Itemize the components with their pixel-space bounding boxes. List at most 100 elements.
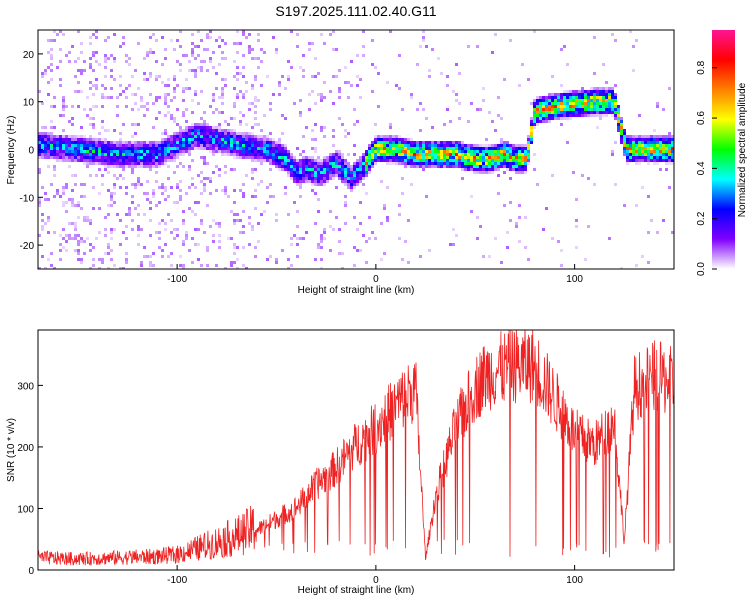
heatmap-cell (452, 228, 455, 231)
heatmap-cell (113, 201, 116, 204)
heatmap-cell (347, 165, 350, 168)
heatmap-cell (167, 105, 170, 108)
heatmap-cell (617, 129, 620, 132)
heatmap-cell (593, 36, 596, 39)
heatmap-cell (164, 150, 167, 153)
heatmap-cell (209, 36, 212, 39)
heatmap-cell (149, 159, 152, 162)
heatmap-cell (239, 147, 242, 150)
heatmap-cell (518, 147, 521, 150)
heatmap-cell (233, 252, 236, 255)
heatmap-cell (221, 144, 224, 147)
heatmap-cell (479, 168, 482, 171)
heatmap-cell (362, 153, 365, 156)
heatmap-cell (614, 105, 617, 108)
heatmap-cell (389, 153, 392, 156)
colorbar-gradient (712, 30, 735, 269)
heatmap-cell (251, 168, 254, 171)
heatmap-cell (551, 75, 554, 78)
heatmap-cell (437, 156, 440, 159)
heatmap-cell (146, 108, 149, 111)
heatmap-cell (566, 141, 569, 144)
heatmap-cell (458, 162, 461, 165)
heatmap-cell (47, 51, 50, 54)
figure-title: S197.2025.111.02.40.G11 (275, 3, 436, 19)
heatmap-cell (341, 171, 344, 174)
heatmap-cell (422, 141, 425, 144)
heatmap-cell (116, 144, 119, 147)
heatmap-cell (239, 138, 242, 141)
heatmap-cell (182, 111, 185, 114)
heatmap-cell (53, 126, 56, 129)
heatmap-cell (143, 159, 146, 162)
heatmap-cell (305, 162, 308, 165)
heatmap-cell (194, 126, 197, 129)
heatmap-cell (188, 186, 191, 189)
heatmap-cell (161, 141, 164, 144)
heatmap-cell (164, 144, 167, 147)
heatmap-cell (242, 192, 245, 195)
heatmap-cell (44, 150, 47, 153)
heatmap-cell (668, 135, 671, 138)
heatmap-cell (656, 231, 659, 234)
heatmap-cell (347, 174, 350, 177)
heatmap-cell (335, 174, 338, 177)
heatmap-cell (77, 150, 80, 153)
heatmap-cell (185, 192, 188, 195)
heatmap-cell (323, 228, 326, 231)
heatmap-cell (314, 192, 317, 195)
heatmap-cell (260, 147, 263, 150)
heatmap-cell (635, 264, 638, 267)
heatmap-cell (554, 105, 557, 108)
heatmap-cell (218, 222, 221, 225)
heatmap-cell (173, 228, 176, 231)
heatmap-cell (260, 144, 263, 147)
heatmap-cell (164, 228, 167, 231)
heatmap-cell (152, 153, 155, 156)
heatmap-cell (596, 102, 599, 105)
heatmap-cell (113, 159, 116, 162)
heatmap-cell (569, 117, 572, 120)
heatmap-cell (494, 144, 497, 147)
heatmap-cell (335, 171, 338, 174)
heatmap-cell (338, 228, 341, 231)
heatmap-cell (443, 162, 446, 165)
heatmap-cell (104, 156, 107, 159)
heatmap-cell (470, 168, 473, 171)
heatmap-cell (488, 162, 491, 165)
heatmap-cell (437, 162, 440, 165)
heatmap-cell (80, 135, 83, 138)
heatmap-cell (218, 144, 221, 147)
heatmap-cell (41, 126, 44, 129)
heatmap-cell (194, 75, 197, 78)
heatmap-cell (137, 225, 140, 228)
heatmap-cell (164, 162, 167, 165)
heatmap-cell (503, 165, 506, 168)
heatmap-cell (227, 141, 230, 144)
heatmap-cell (275, 141, 278, 144)
heatmap-cell (263, 153, 266, 156)
heatmap-cell (656, 153, 659, 156)
heatmap-cell (482, 87, 485, 90)
heatmap-cell (227, 153, 230, 156)
heatmap-cell (326, 177, 329, 180)
heatmap-cell (119, 138, 122, 141)
heatmap-cell (311, 162, 314, 165)
heatmap-cell (104, 150, 107, 153)
heatmap-cell (278, 168, 281, 171)
heatmap-cell (452, 156, 455, 159)
heatmap-cell (194, 72, 197, 75)
heatmap-cell (92, 159, 95, 162)
heatmap-cell (89, 144, 92, 147)
heatmap-cell (527, 153, 530, 156)
heatmap-cell (68, 144, 71, 147)
heatmap-cell (437, 165, 440, 168)
heatmap-cell (512, 153, 515, 156)
heatmap-cell (521, 171, 524, 174)
heatmap-cell (149, 153, 152, 156)
heatmap-cell (590, 102, 593, 105)
heatmap-cell (209, 30, 212, 33)
heatmap-cell (272, 162, 275, 165)
heatmap-cell (38, 144, 41, 147)
